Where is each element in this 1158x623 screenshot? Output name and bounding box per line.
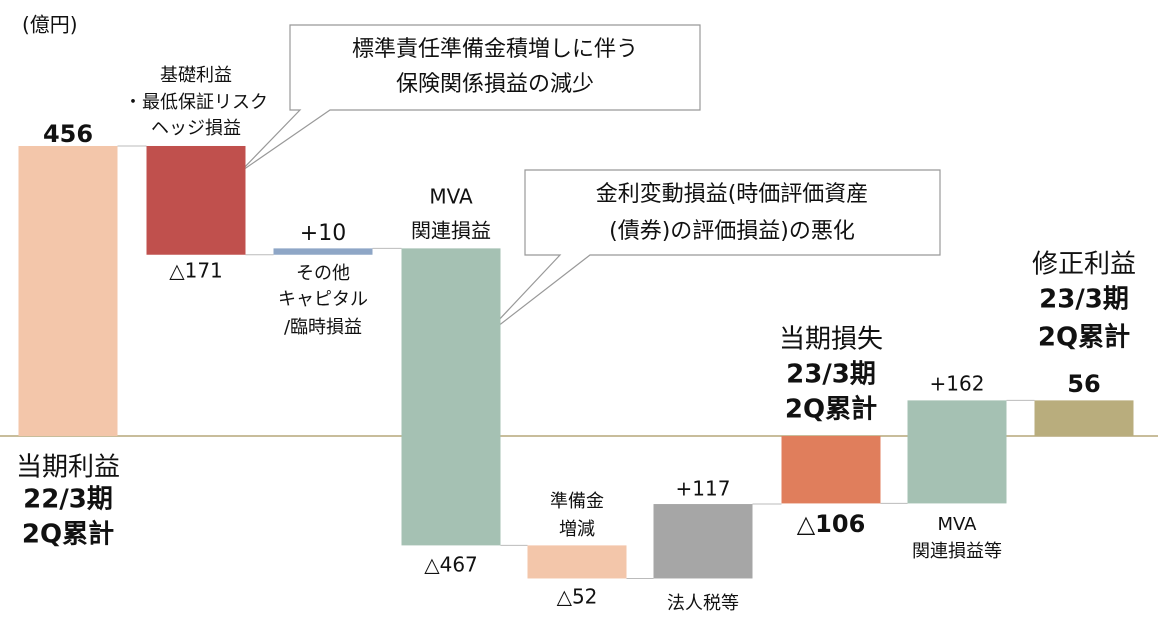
category-label: 準備金 xyxy=(550,491,604,512)
category-label: MVA xyxy=(429,185,473,209)
callout-box xyxy=(479,169,941,341)
bar xyxy=(18,145,118,436)
category-label: 23/3期 xyxy=(786,360,876,390)
annotation: (債券)の評価損益)の悪化 xyxy=(609,219,855,244)
category-label: 法人税等 xyxy=(667,593,739,614)
annotation: 金利変動損益(時価評価資産 xyxy=(596,182,869,207)
value-label: △467 xyxy=(424,553,478,577)
category-label: キャピタル xyxy=(278,289,368,310)
category-label: 基礎利益 xyxy=(160,65,232,86)
unit-label: (億円) xyxy=(22,13,78,37)
category-label: 2Q累計 xyxy=(1038,322,1130,353)
value-label: +10 xyxy=(300,221,346,246)
category-label: 増減 xyxy=(559,519,595,540)
value-label: +162 xyxy=(930,372,985,396)
category-label: 当期損失 xyxy=(779,325,883,355)
callout-2 xyxy=(479,169,941,341)
value-label: +117 xyxy=(676,477,731,501)
value-label: △171 xyxy=(169,259,223,283)
bar xyxy=(781,436,881,504)
category-label: 2Q累計 xyxy=(785,394,877,425)
callout-1 xyxy=(239,24,701,173)
bar xyxy=(401,248,501,546)
category-label: 関連損益 xyxy=(411,219,491,243)
category-label: 当期利益 xyxy=(16,453,120,483)
bar xyxy=(527,545,627,579)
category-label: 修正利益 xyxy=(1032,250,1136,280)
value-label: △106 xyxy=(797,510,866,538)
bar xyxy=(1034,400,1134,436)
annotation: 標準責任準備金積増しに伴う xyxy=(352,37,638,62)
category-label: MVA xyxy=(937,514,977,535)
category-label: 関連損益等 xyxy=(912,541,1002,562)
value-label: △52 xyxy=(557,585,598,609)
bar xyxy=(146,145,246,255)
value-label: 56 xyxy=(1067,370,1100,398)
category-label: その他 xyxy=(296,263,350,284)
category-label: ヘッジ損益 xyxy=(151,118,241,139)
callout-box xyxy=(239,24,701,173)
value-label: 456 xyxy=(43,120,93,148)
annotation: 保険関係損益の減少 xyxy=(396,72,594,97)
category-label: 2Q累計 xyxy=(22,519,114,550)
category-label: /臨時損益 xyxy=(284,317,362,338)
category-label: ・最低保証リスク xyxy=(124,92,268,113)
bar xyxy=(273,248,373,255)
bar xyxy=(653,504,753,579)
category-label: 23/3期 xyxy=(1039,285,1129,315)
category-label: 22/3期 xyxy=(23,485,113,515)
bar xyxy=(907,400,1007,504)
